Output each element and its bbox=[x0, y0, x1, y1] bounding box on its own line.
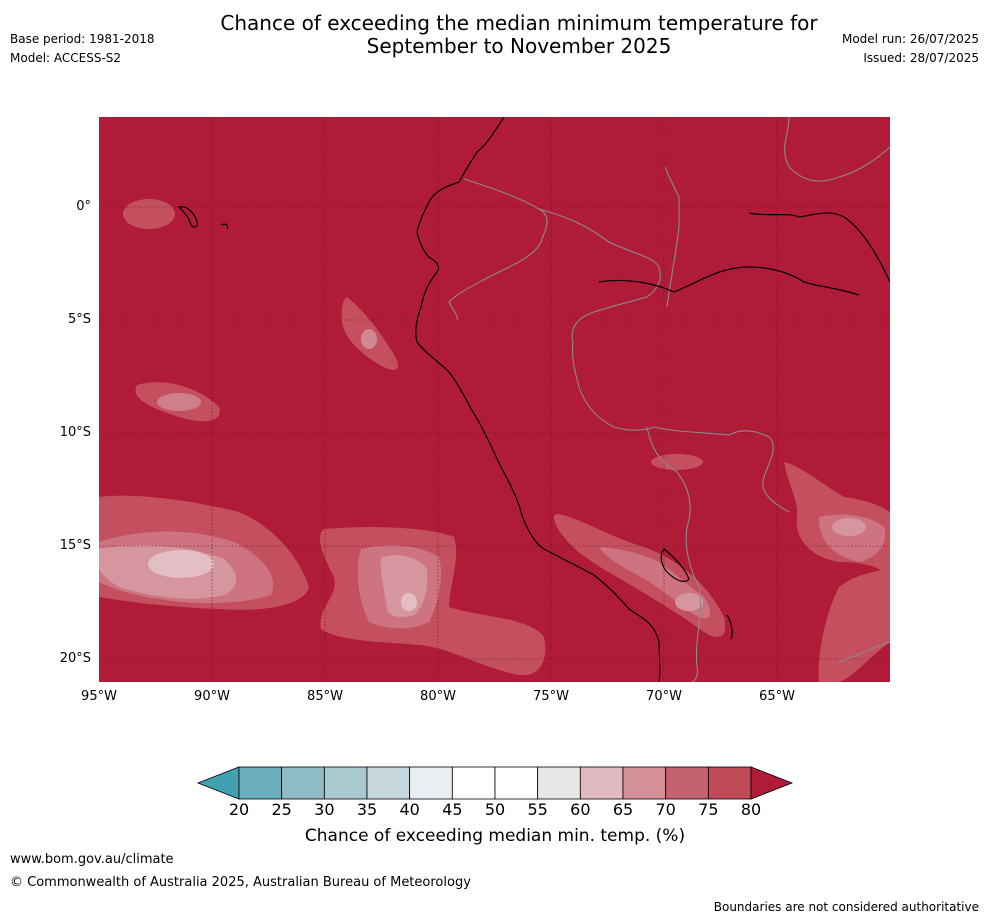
website-link[interactable]: www.bom.gov.au/climate bbox=[10, 852, 174, 867]
latitude-label-15s: 15°S bbox=[59, 538, 91, 553]
border-peru-bolivia-chile bbox=[646, 426, 701, 682]
coastline-lake-poopo bbox=[726, 614, 733, 640]
longitude-label-70w: 70°W bbox=[646, 689, 682, 704]
colorbar-tick-label: 35 bbox=[356, 800, 378, 819]
model-run-text: Model run: 26/07/2025 bbox=[841, 32, 979, 46]
longitude-label-75w: 75°W bbox=[533, 689, 569, 704]
map-title-line-1: Chance of exceeding the median minimum t… bbox=[220, 11, 818, 35]
colorbar-tick-label: 65 bbox=[612, 800, 634, 819]
longitude-label-85w: 85°W bbox=[307, 689, 343, 704]
base-period-text: Base period: 1981-2018 bbox=[10, 32, 155, 46]
contour-patch-west-core bbox=[148, 550, 214, 578]
colorbar-segment bbox=[579, 766, 624, 800]
colorbar-segment bbox=[494, 766, 539, 800]
coastlines bbox=[177, 117, 890, 682]
longitude-label-90w: 90°W bbox=[194, 689, 230, 704]
colorbar-segment bbox=[238, 766, 283, 800]
colorbar-tick-label: 70 bbox=[655, 800, 676, 819]
colorbar-tick-label: 25 bbox=[271, 800, 292, 819]
colorbar-arrow-low bbox=[196, 766, 240, 800]
coastline-galapagos-main bbox=[177, 206, 199, 228]
colorbar-segment bbox=[281, 766, 325, 800]
latitude-label-0: 0° bbox=[76, 199, 91, 214]
colorbar-tick-label: 75 bbox=[698, 800, 719, 819]
longitude-label-95w: 95°W bbox=[81, 689, 117, 704]
coastline-lake-titicaca bbox=[660, 548, 690, 583]
contour-patch-north-peru-inner bbox=[361, 329, 377, 349]
border-brazil-north bbox=[664, 166, 680, 308]
colorbar bbox=[196, 766, 794, 800]
model-name-text: Model: ACCESS-S2 bbox=[10, 51, 122, 65]
colorbar-segment bbox=[323, 766, 368, 800]
colorbar-tick-label: 50 bbox=[484, 800, 506, 819]
border-bolivia-brazil bbox=[653, 426, 790, 513]
colorbar-segment bbox=[366, 766, 411, 800]
contour-patch-galapagos bbox=[123, 199, 175, 229]
colorbar-tick-label: 30 bbox=[314, 800, 335, 819]
coastline-south-america-west bbox=[415, 117, 661, 682]
colorbar-segment bbox=[665, 766, 709, 800]
colorbar-segment bbox=[537, 766, 581, 800]
colorbar-tick-label: 55 bbox=[527, 800, 548, 819]
colorbar-segment bbox=[451, 766, 496, 800]
colorbar-segment bbox=[622, 766, 667, 800]
border-guiana bbox=[784, 117, 890, 182]
contour-patch-central-core bbox=[401, 593, 417, 611]
colorbar-arrow-high bbox=[750, 766, 794, 800]
issued-date-text: Issued: 28/07/2025 bbox=[863, 51, 979, 65]
contour-patch-andes-inner bbox=[675, 593, 703, 611]
coastline-amazon-mouth bbox=[748, 212, 890, 283]
colorbar-tick-label: 20 bbox=[228, 800, 250, 819]
colorbar-label: Chance of exceeding median min. temp. (%… bbox=[304, 826, 686, 846]
longitude-label-65w: 65°W bbox=[759, 689, 795, 704]
colorbar-segment bbox=[707, 766, 752, 800]
probability-contours bbox=[99, 199, 890, 682]
latitude-label-5s: 5°S bbox=[67, 312, 91, 327]
latitude-label-10s: 10°S bbox=[59, 425, 91, 440]
coastline-galapagos-east bbox=[220, 223, 229, 230]
contour-patch-east-inner bbox=[832, 518, 866, 536]
copyright-text: © Commonwealth of Australia 2025, Austra… bbox=[10, 875, 471, 890]
contour-patch-southeast bbox=[818, 567, 890, 682]
contour-patch-8s-inner bbox=[157, 393, 201, 411]
colorbar-tick-label: 40 bbox=[399, 800, 420, 819]
boundary-disclaimer: Boundaries are not considered authoritat… bbox=[713, 900, 979, 914]
probability-map bbox=[99, 117, 890, 682]
colorbar-tick-label: 45 bbox=[442, 800, 463, 819]
coastline-amazon-river bbox=[598, 266, 860, 296]
map-title-line-2: September to November 2025 bbox=[366, 34, 672, 58]
border-peru-brazil bbox=[538, 208, 661, 431]
map-title: Chance of exceeding the median minimum t… bbox=[0, 12, 988, 58]
border-argentina bbox=[838, 641, 890, 663]
longitude-label-80w: 80°W bbox=[420, 689, 456, 704]
colorbar-tick-label: 60 bbox=[570, 800, 591, 819]
latitude-label-20s: 20°S bbox=[59, 651, 91, 666]
border-colombia-ecuador bbox=[448, 178, 548, 321]
colorbar-segments bbox=[196, 766, 794, 800]
colorbar-tick-label: 80 bbox=[740, 800, 762, 819]
colorbar-segment bbox=[409, 766, 453, 800]
country-borders bbox=[448, 117, 890, 682]
